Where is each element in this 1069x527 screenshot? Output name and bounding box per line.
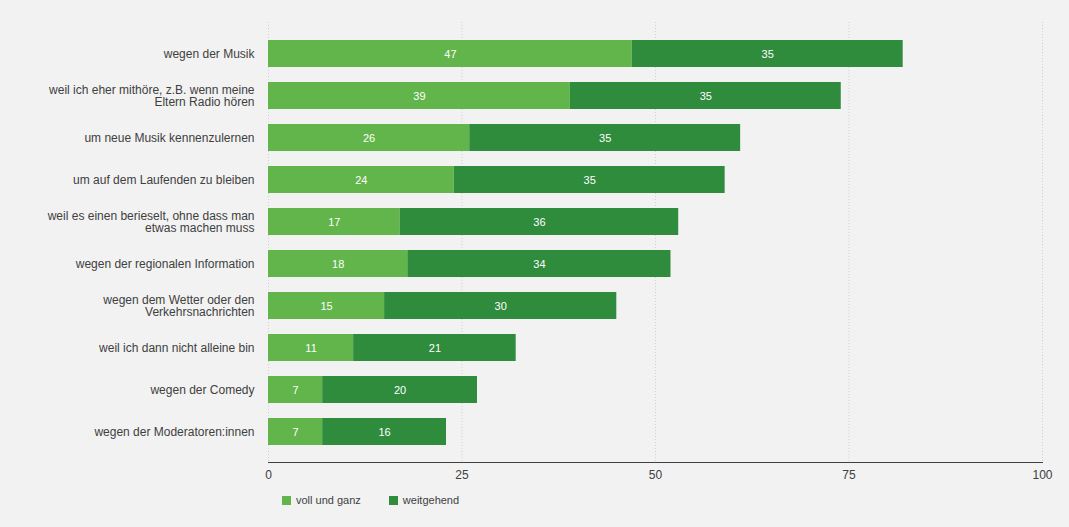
svg-text:75: 75 — [842, 468, 856, 482]
svg-text:weil ich dann nicht alleine bi: weil ich dann nicht alleine bin — [98, 341, 254, 355]
svg-text:35: 35 — [599, 132, 611, 144]
svg-text:34: 34 — [533, 258, 545, 270]
svg-text:weil ich eher mithöre, z.B. we: weil ich eher mithöre, z.B. wenn meineEl… — [48, 83, 255, 109]
svg-text:7: 7 — [293, 384, 299, 396]
svg-text:24: 24 — [355, 174, 367, 186]
svg-text:35: 35 — [762, 48, 774, 60]
svg-text:7: 7 — [293, 426, 299, 438]
svg-text:um neue Musik kennenzulernen: um neue Musik kennenzulernen — [84, 131, 254, 145]
svg-text:21: 21 — [429, 342, 441, 354]
svg-text:50: 50 — [649, 468, 663, 482]
svg-text:35: 35 — [700, 90, 712, 102]
svg-text:wegen der regionalen Informati: wegen der regionalen Information — [75, 257, 255, 271]
svg-text:wegen der Moderatoren:innen: wegen der Moderatoren:innen — [93, 425, 254, 439]
svg-text:100: 100 — [1032, 468, 1052, 482]
svg-text:18: 18 — [332, 258, 344, 270]
svg-text:wegen dem Wetter oder denVerke: wegen dem Wetter oder denVerkehrsnachric… — [102, 293, 254, 319]
svg-text:35: 35 — [584, 174, 596, 186]
svg-text:weil es einen berieselt, ohne: weil es einen berieselt, ohne dass manet… — [47, 209, 255, 235]
svg-text:wegen der Musik: wegen der Musik — [163, 47, 256, 61]
svg-text:wegen der Comedy: wegen der Comedy — [149, 383, 254, 397]
svg-text:39: 39 — [413, 90, 425, 102]
svg-text:30: 30 — [495, 300, 507, 312]
svg-text:36: 36 — [533, 216, 545, 228]
svg-text:20: 20 — [394, 384, 406, 396]
svg-text:15: 15 — [320, 300, 332, 312]
svg-text:0: 0 — [265, 468, 272, 482]
html-text:weitgehend: weitgehend — [402, 494, 460, 506]
svg-text:25: 25 — [455, 468, 469, 482]
html-text:voll und ganz: voll und ganz — [296, 494, 361, 506]
svg-text:11: 11 — [305, 342, 316, 354]
svg-text:47: 47 — [444, 48, 456, 60]
svg-text:17: 17 — [328, 216, 340, 228]
svg-text:16: 16 — [378, 426, 390, 438]
svg-text:26: 26 — [363, 132, 375, 144]
svg-text:um auf dem Laufenden zu bleibe: um auf dem Laufenden zu bleiben — [73, 173, 254, 187]
